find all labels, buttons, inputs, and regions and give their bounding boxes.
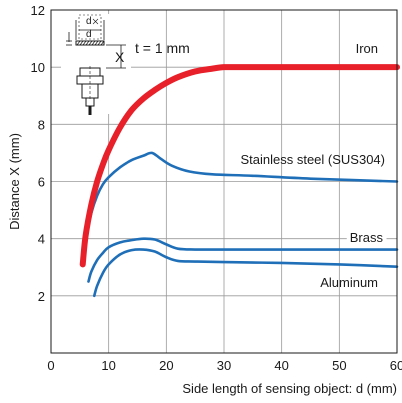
x-tick-label: 60	[390, 358, 402, 373]
y-tick-label: 4	[38, 232, 45, 247]
hatch-line	[85, 40, 90, 46]
sensor-diagram-inset: dd X	[61, 14, 131, 115]
sensor-neck	[85, 97, 95, 107]
x-tick-label: 20	[159, 358, 173, 373]
series-line-brass	[87, 237, 399, 283]
x-tick-label: 50	[332, 358, 346, 373]
cross-icon	[92, 18, 99, 25]
x-tick-label: 40	[274, 358, 288, 373]
plot-frame	[50, 9, 398, 354]
x-dimension-label: X	[115, 49, 125, 65]
hatch-line	[94, 40, 99, 46]
y-tick-label: 10	[31, 60, 45, 75]
d-label: d	[86, 29, 92, 40]
target-plate	[75, 40, 105, 46]
series-label: Stainless steel (SUS304)	[240, 152, 385, 167]
series-label: Aluminum	[320, 275, 378, 290]
y-tick-label: 12	[31, 3, 45, 18]
d-label: d	[86, 16, 92, 27]
hatch-line	[82, 40, 87, 46]
series-label: Brass	[350, 230, 384, 245]
x-tick-label: 0	[47, 358, 54, 373]
tick-labels: 0 10 20 30 40 50 60 2 4 6 8 10 12	[31, 3, 402, 373]
series-label: Iron	[356, 41, 378, 56]
hatch-line	[76, 40, 81, 46]
x-tick-label: 10	[101, 358, 115, 373]
hatch-line	[97, 40, 102, 46]
y-tick-label: 8	[38, 117, 45, 132]
series-line-iron	[79, 64, 400, 268]
series-line-aluminum	[92, 248, 399, 298]
d-box	[78, 14, 102, 40]
hatch-line	[91, 40, 96, 46]
x-axis-label: Side length of sensing object: d (mm)	[182, 381, 397, 396]
y-tick-label: 6	[38, 175, 45, 190]
x-tick-label: 30	[217, 358, 231, 373]
hatch-line	[100, 40, 105, 46]
series-lines	[79, 64, 400, 298]
y-axis-label: Distance X (mm)	[7, 133, 22, 230]
y-tick-label: 2	[38, 289, 45, 304]
thickness-annotation: t = 1 mm	[135, 40, 190, 56]
hatch-line	[79, 40, 84, 46]
hatch-line	[88, 40, 93, 46]
series-label-background	[346, 229, 387, 246]
series-labels: Iron Stainless steel (SUS304) Brass Aluminu…	[240, 41, 387, 290]
series-line-stainless-steel-sus304	[81, 151, 399, 266]
